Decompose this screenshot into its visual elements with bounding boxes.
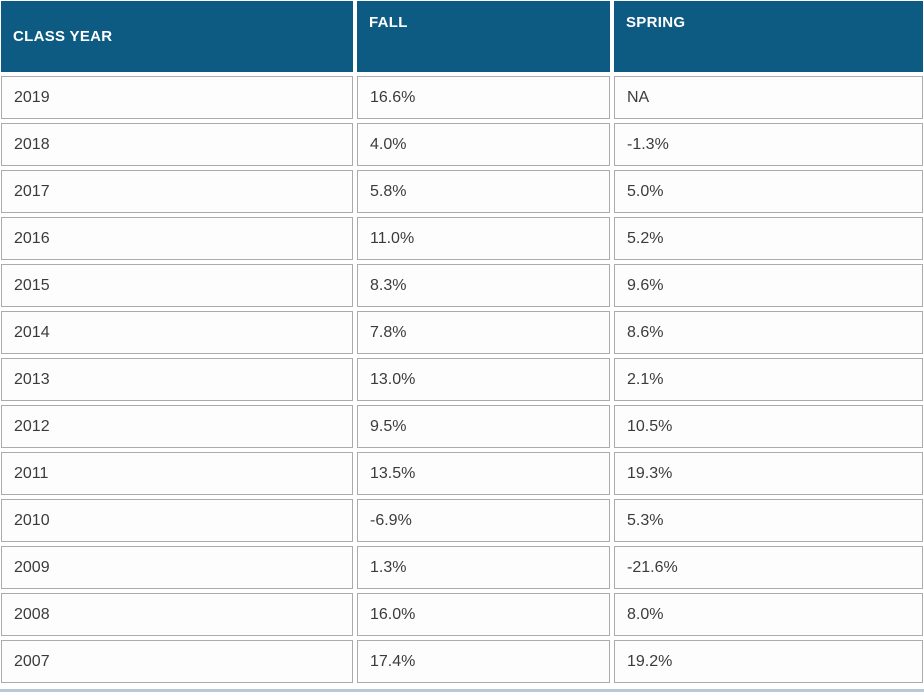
- year-cell: 2007: [1, 640, 353, 683]
- fall-cell: 5.8%: [357, 170, 610, 213]
- table-row: 2016 11.0% 5.2%: [1, 217, 923, 260]
- table-row: 2012 9.5% 10.5%: [1, 405, 923, 448]
- spring-cell: -21.6%: [614, 546, 923, 589]
- year-cell: 2008: [1, 593, 353, 636]
- year-cell: 2018: [1, 123, 353, 166]
- year-cell: 2009: [1, 546, 353, 589]
- fall-cell: -6.9%: [357, 499, 610, 542]
- table-row: 2011 13.5% 19.3%: [1, 452, 923, 495]
- fall-cell: 8.3%: [357, 264, 610, 307]
- year-cell: 2016: [1, 217, 353, 260]
- year-cell: 2011: [1, 452, 353, 495]
- year-cell: 2014: [1, 311, 353, 354]
- fall-cell: 4.0%: [357, 123, 610, 166]
- spring-cell: 8.0%: [614, 593, 923, 636]
- column-header-spring: SPRING: [614, 1, 923, 72]
- fall-cell: 11.0%: [357, 217, 610, 260]
- fall-cell: 16.0%: [357, 593, 610, 636]
- year-cell: 2010: [1, 499, 353, 542]
- table-row: 2015 8.3% 9.6%: [1, 264, 923, 307]
- column-header-fall: FALL: [357, 1, 610, 72]
- table-row: 2014 7.8% 8.6%: [1, 311, 923, 354]
- spring-cell: 9.6%: [614, 264, 923, 307]
- fall-cell: 13.5%: [357, 452, 610, 495]
- spring-cell: 5.0%: [614, 170, 923, 213]
- table-row: 2008 16.0% 8.0%: [1, 593, 923, 636]
- spring-cell: 8.6%: [614, 311, 923, 354]
- fall-cell: 7.8%: [357, 311, 610, 354]
- table-body: 2019 16.6% NA 2018 4.0% -1.3% 2017 5.8% 5.0% 2016…: [1, 76, 923, 683]
- spring-cell: 19.3%: [614, 452, 923, 495]
- table-row: 2017 5.8% 5.0%: [1, 170, 923, 213]
- fall-cell: 13.0%: [357, 358, 610, 401]
- fall-cell: 17.4%: [357, 640, 610, 683]
- table-row: 2013 13.0% 2.1%: [1, 358, 923, 401]
- table-row: 2007 17.4% 19.2%: [1, 640, 923, 683]
- fall-cell: 16.6%: [357, 76, 610, 119]
- table-row: 2010 -6.9% 5.3%: [1, 499, 923, 542]
- spring-cell: 5.2%: [614, 217, 923, 260]
- spring-cell: 5.3%: [614, 499, 923, 542]
- table-row: 2018 4.0% -1.3%: [1, 123, 923, 166]
- column-header-class-year: CLASS YEAR: [1, 1, 353, 72]
- spring-cell: NA: [614, 76, 923, 119]
- fall-cell: 9.5%: [357, 405, 610, 448]
- header-row: CLASS YEAR FALL SPRING: [1, 1, 923, 72]
- table-row: 2009 1.3% -21.6%: [1, 546, 923, 589]
- year-cell: 2013: [1, 358, 353, 401]
- spring-cell: -1.3%: [614, 123, 923, 166]
- year-cell: 2012: [1, 405, 353, 448]
- year-cell: 2017: [1, 170, 353, 213]
- year-cell: 2015: [1, 264, 353, 307]
- fall-cell: 1.3%: [357, 546, 610, 589]
- table-row: 2019 16.6% NA: [1, 76, 923, 119]
- spring-cell: 2.1%: [614, 358, 923, 401]
- year-cell: 2019: [1, 76, 353, 119]
- spring-cell: 19.2%: [614, 640, 923, 683]
- spring-cell: 10.5%: [614, 405, 923, 448]
